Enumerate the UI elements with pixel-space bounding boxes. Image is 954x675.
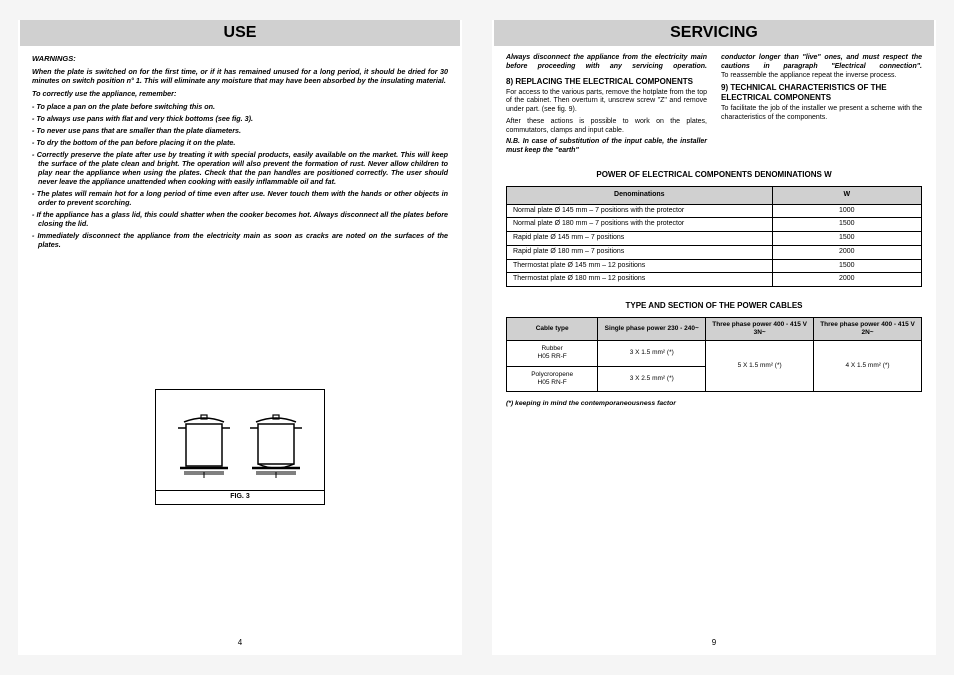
power-table: Denominations W Normal plate Ø 145 mm – …	[506, 186, 922, 287]
table1-title: POWER OF ELECTRICAL COMPONENTS DENOMINAT…	[506, 170, 922, 180]
table-row: Rapid plate Ø 145 mm – 7 positions1500	[507, 232, 922, 246]
table-row: Normal plate Ø 145 mm – 7 positions with…	[507, 204, 922, 218]
page-right-header: SERVICING	[494, 20, 934, 46]
table-header: W	[772, 186, 921, 204]
warning-item: - Correctly preserve the plate after use…	[32, 150, 448, 186]
warning-item: - If the appliance has a glass lid, this…	[32, 210, 448, 228]
pot-flat-icon	[174, 412, 234, 482]
table-row: Thermostat plate Ø 145 mm – 12 positions…	[507, 259, 922, 273]
table-cell: 3 X 1.5 mm² (*)	[598, 341, 706, 366]
table-cell: Rapid plate Ø 180 mm – 7 positions	[507, 245, 773, 259]
page-right: SERVICING Always disconnect the applianc…	[492, 20, 936, 655]
table-cell: 1000	[772, 204, 921, 218]
cable-table: Cable type Single phase power 230 - 240~…	[506, 317, 922, 392]
cable-type-code: H05 RN-F	[538, 379, 567, 386]
warnings-title: WARNINGS:	[32, 54, 448, 63]
two-column-region: Always disconnect the appliance from the…	[506, 54, 922, 156]
section-8-nb: N.B. In case of substitution of the inpu…	[506, 138, 707, 156]
cable-type-name: Rubber	[541, 345, 562, 352]
column-b: conductor longer than "live" ones, and m…	[721, 54, 922, 156]
table-header: Denominations	[507, 186, 773, 204]
table-header: Single phase power 230 - 240~	[598, 318, 706, 341]
table-header: Cable type	[507, 318, 598, 341]
table2-footnote: (*) keeping in mind the contemporaneousn…	[506, 400, 922, 408]
table2-title: TYPE AND SECTION OF THE POWER CABLES	[506, 301, 922, 311]
warning-item: - To never use pans that are smaller tha…	[32, 126, 448, 135]
servicing-intro: Always disconnect the appliance from the…	[506, 54, 707, 72]
cable-type-name: Polycroropene	[531, 371, 573, 378]
cable-type-code: H05 RR-F	[538, 353, 567, 360]
table-cell: 1500	[772, 259, 921, 273]
table-row: RubberH05 RR-F 3 X 1.5 mm² (*) 5 X 1.5 m…	[507, 341, 922, 366]
section-8-p2: After these actions is possible to work …	[506, 118, 707, 136]
figure-3: FIG. 3	[155, 389, 325, 505]
table-cell: Normal plate Ø 180 mm – 7 positions with…	[507, 218, 773, 232]
pot-curved-icon	[246, 412, 306, 482]
figure-3-drawing	[156, 390, 324, 490]
warning-item: - To dry the bottom of the pan before pl…	[32, 138, 448, 147]
table-row: Rapid plate Ø 180 mm – 7 positions2000	[507, 245, 922, 259]
table-row: Denominations W	[507, 186, 922, 204]
table-cell: Normal plate Ø 145 mm – 7 positions with…	[507, 204, 773, 218]
section-8-heading: 8) REPLACING THE ELECTRICAL COMPONENTS	[506, 77, 707, 87]
left-content: WARNINGS: When the plate is switched on …	[18, 46, 462, 505]
table-cell: 4 X 1.5 mm² (*)	[814, 341, 922, 392]
page-number-right: 9	[492, 638, 936, 647]
section-8-p1: For access to the various parts, remove …	[506, 89, 707, 115]
table-cell: 1500	[772, 218, 921, 232]
table-row: Thermostat plate Ø 180 mm – 12 positions…	[507, 273, 922, 287]
table-cell: 2000	[772, 273, 921, 287]
table-header: Three phase power 400 - 415 V 2N~	[814, 318, 922, 341]
table-header: Three phase power 400 - 415 V 3N~	[706, 318, 814, 341]
table-cell: Rapid plate Ø 145 mm – 7 positions	[507, 232, 773, 246]
page-left-header: USE	[20, 20, 460, 46]
section-9-heading: 9) TECHNICAL CHARACTERISTICS OF THE ELEC…	[721, 83, 922, 103]
table-cell: 1500	[772, 232, 921, 246]
warnings-intro: When the plate is switched on for the fi…	[32, 67, 448, 85]
table-cell: 2000	[772, 245, 921, 259]
warning-item: - To always use pans with flat and very …	[32, 114, 448, 123]
table-row: Normal plate Ø 180 mm – 7 positions with…	[507, 218, 922, 232]
figure-3-caption: FIG. 3	[156, 490, 324, 504]
warning-item: - Immediately disconnect the appliance f…	[32, 231, 448, 249]
table-row: Cable type Single phase power 230 - 240~…	[507, 318, 922, 341]
warnings-lead: To correctly use the appliance, remember…	[32, 89, 448, 98]
table-cell: 3 X 2.5 mm² (*)	[598, 366, 706, 391]
table-cell: Thermostat plate Ø 145 mm – 12 positions	[507, 259, 773, 273]
column-a: Always disconnect the appliance from the…	[506, 54, 707, 156]
page-left: USE WARNINGS: When the plate is switched…	[18, 20, 462, 655]
page-number-left: 4	[18, 638, 462, 647]
table-cell: RubberH05 RR-F	[507, 341, 598, 366]
column-b-p1: conductor longer than "live" ones, and m…	[721, 54, 922, 72]
table-cell: 5 X 1.5 mm² (*)	[706, 341, 814, 392]
right-content: Always disconnect the appliance from the…	[492, 46, 936, 408]
column-b-p2: To reassemble the appliance repeat the i…	[721, 72, 922, 81]
table-cell: Thermostat plate Ø 180 mm – 12 positions	[507, 273, 773, 287]
warning-item: - The plates will remain hot for a long …	[32, 189, 448, 207]
table-cell: PolycroropeneH05 RN-F	[507, 366, 598, 391]
warning-item: - To place a pan on the plate before swi…	[32, 102, 448, 111]
section-9-p: To facilitate the job of the installer w…	[721, 105, 922, 123]
